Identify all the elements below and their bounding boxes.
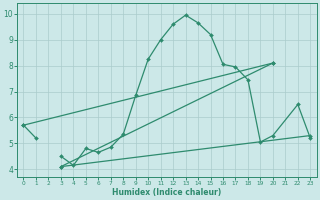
X-axis label: Humidex (Indice chaleur): Humidex (Indice chaleur): [112, 188, 221, 197]
